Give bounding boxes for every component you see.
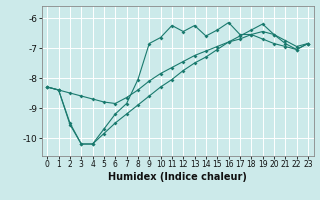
X-axis label: Humidex (Indice chaleur): Humidex (Indice chaleur): [108, 172, 247, 182]
